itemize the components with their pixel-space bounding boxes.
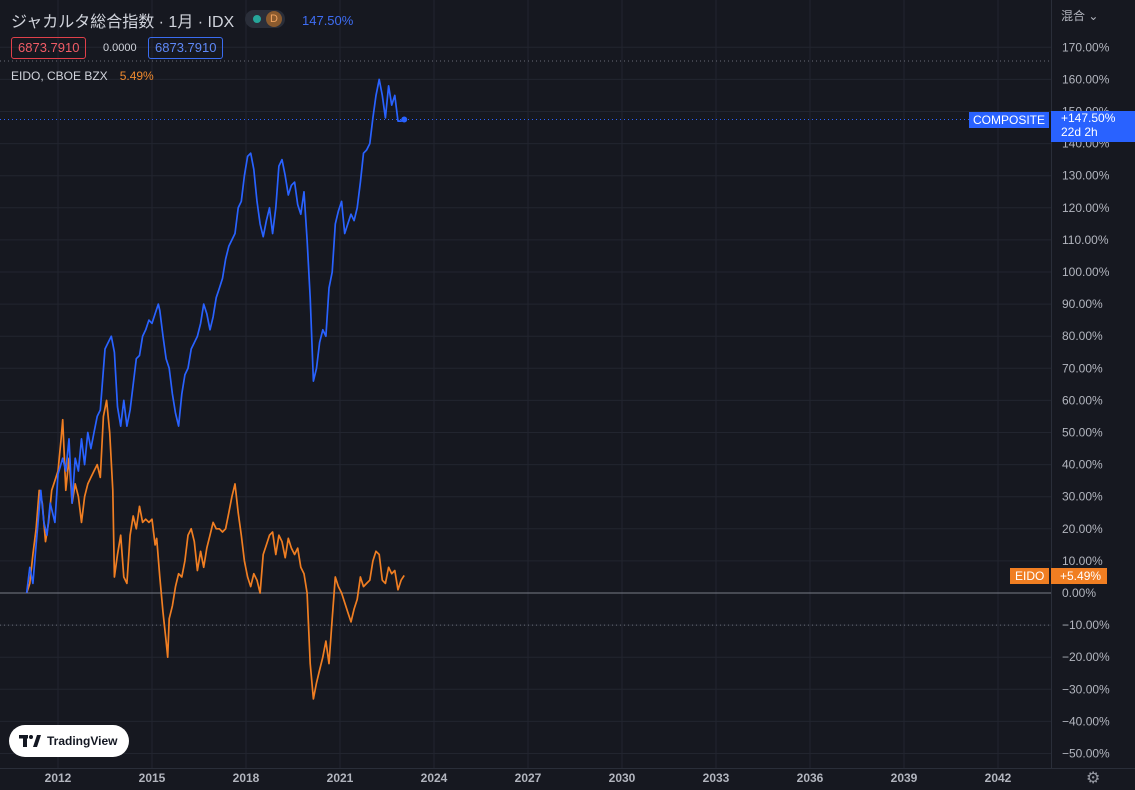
- header-change-pct: 147.50%: [302, 13, 354, 28]
- x-tick-label: 2021: [327, 771, 354, 785]
- series-line-eido[interactable]: [25, 399, 405, 700]
- scale-mode-button[interactable]: 混合 ⌄: [1061, 7, 1098, 24]
- composite-last-point: [401, 116, 408, 123]
- buy-price-box[interactable]: 6873.7910: [148, 37, 224, 59]
- y-axis[interactable]: 170.00%160.00%150.00%140.00%130.00%120.0…: [1062, 40, 1110, 760]
- scale-mode-label: 混合: [1061, 9, 1086, 23]
- y-tick-label: 160.00%: [1062, 72, 1110, 86]
- x-tick-label: 2030: [609, 771, 636, 785]
- series-line-composite[interactable]: [25, 78, 405, 594]
- gear-icon[interactable]: ⚙: [1086, 770, 1101, 787]
- tradingview-logo[interactable]: TradingView: [9, 725, 130, 757]
- x-tick-label: 2012: [45, 771, 72, 785]
- compare-pct: 5.49%: [119, 69, 154, 83]
- eido-series-label: EIDO: [1010, 568, 1050, 584]
- y-tick-label: −50.00%: [1062, 747, 1110, 761]
- eido-price-label: +5.49%: [1051, 568, 1108, 584]
- y-tick-label: −40.00%: [1062, 714, 1110, 728]
- y-tick-label: 70.00%: [1062, 361, 1103, 375]
- tradingview-logo-icon: [19, 735, 41, 747]
- compare-legend[interactable]: EIDO, CBOE BZX 5.49%: [11, 69, 154, 83]
- x-tick-label: 2018: [233, 771, 260, 785]
- chevron-down-icon: ⌄: [1085, 9, 1099, 23]
- x-tick-label: 2042: [985, 771, 1012, 785]
- spread-value: 0.0000: [103, 42, 137, 54]
- sell-price-box[interactable]: 6873.7910: [11, 37, 87, 59]
- compare-symbol: EIDO, CBOE BZX: [11, 69, 108, 83]
- x-tick-label: 2033: [703, 771, 730, 785]
- x-tick-label: 2024: [421, 771, 448, 785]
- y-tick-label: 30.00%: [1062, 490, 1103, 504]
- symbol-title[interactable]: ジャカルタ総合指数 · 1月 · IDX: [11, 14, 235, 31]
- y-tick-label: 80.00%: [1062, 329, 1103, 343]
- y-tick-label: 40.00%: [1062, 458, 1103, 472]
- x-tick-label: 2027: [515, 771, 542, 785]
- y-tick-label: 130.00%: [1062, 169, 1110, 183]
- y-tick-label: 120.00%: [1062, 201, 1110, 215]
- x-tick-label: 2015: [139, 771, 166, 785]
- composite-price-label: +147.50% 22d 2h: [1051, 111, 1135, 142]
- y-tick-label: 110.00%: [1062, 233, 1109, 247]
- y-tick-label: 90.00%: [1062, 297, 1103, 311]
- y-tick-label: 0.00%: [1062, 586, 1096, 600]
- x-tick-label: 2039: [891, 771, 918, 785]
- market-open-dot-icon: [253, 15, 261, 23]
- composite-value: +147.50%: [1061, 111, 1116, 125]
- y-tick-label: 20.00%: [1062, 522, 1103, 536]
- y-tick-label: −20.00%: [1062, 650, 1110, 664]
- y-tick-label: −10.00%: [1062, 618, 1110, 632]
- x-axis[interactable]: 2012 2015 2018 2021 2024 2027 2030 2033 2036 2039…: [45, 771, 1012, 785]
- y-tick-label: −30.00%: [1062, 682, 1110, 696]
- composite-series-label: COMPOSITE: [969, 112, 1050, 128]
- y-tick-label: 100.00%: [1062, 265, 1110, 279]
- y-tick-label: 170.00%: [1062, 40, 1110, 54]
- x-tick-label: 2036: [797, 771, 824, 785]
- grid: [0, 0, 1135, 769]
- market-status-pill[interactable]: D: [245, 10, 285, 28]
- y-tick-label: 60.00%: [1062, 393, 1103, 407]
- y-tick-label: 10.00%: [1062, 554, 1103, 568]
- composite-countdown: 22d 2h: [1061, 125, 1098, 139]
- y-tick-label: 50.00%: [1062, 426, 1103, 440]
- series-layer: [25, 78, 408, 700]
- data-source-badge: D: [266, 11, 282, 27]
- tradingview-logo-text: TradingView: [47, 734, 118, 748]
